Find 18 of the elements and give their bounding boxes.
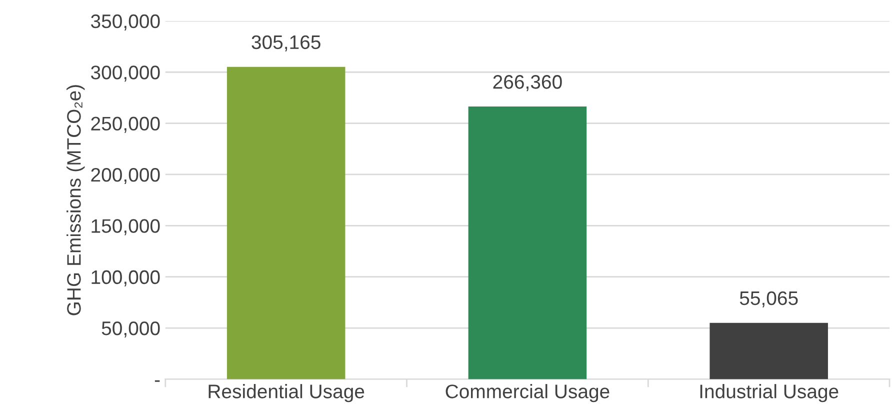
data-label: 305,165 xyxy=(252,35,320,52)
y-tick-label: 300,000 xyxy=(90,66,160,82)
y-tick-label: 50,000 xyxy=(102,321,160,338)
data-label: 55,065 xyxy=(740,291,798,308)
bar xyxy=(710,322,828,380)
x-tick-label: Residential Usage xyxy=(208,384,364,402)
y-tick-label: 350,000 xyxy=(90,14,160,30)
y-tick-label: 250,000 xyxy=(91,116,160,133)
bar xyxy=(226,66,346,380)
x-tick-label: Industrial Usage xyxy=(700,384,838,402)
x-tick-label: Commercial Usage xyxy=(446,384,610,402)
data-label: 266,360 xyxy=(493,75,562,92)
y-tick-label: - xyxy=(154,380,160,382)
bar xyxy=(468,106,587,380)
y-tick-label: 150,000 xyxy=(92,219,160,236)
y-tick-label: 100,000 xyxy=(92,270,160,286)
y-tick-label: 200,000 xyxy=(91,168,160,184)
y-axis-title: GHG Emissions (MTCO₂e) xyxy=(66,85,85,316)
